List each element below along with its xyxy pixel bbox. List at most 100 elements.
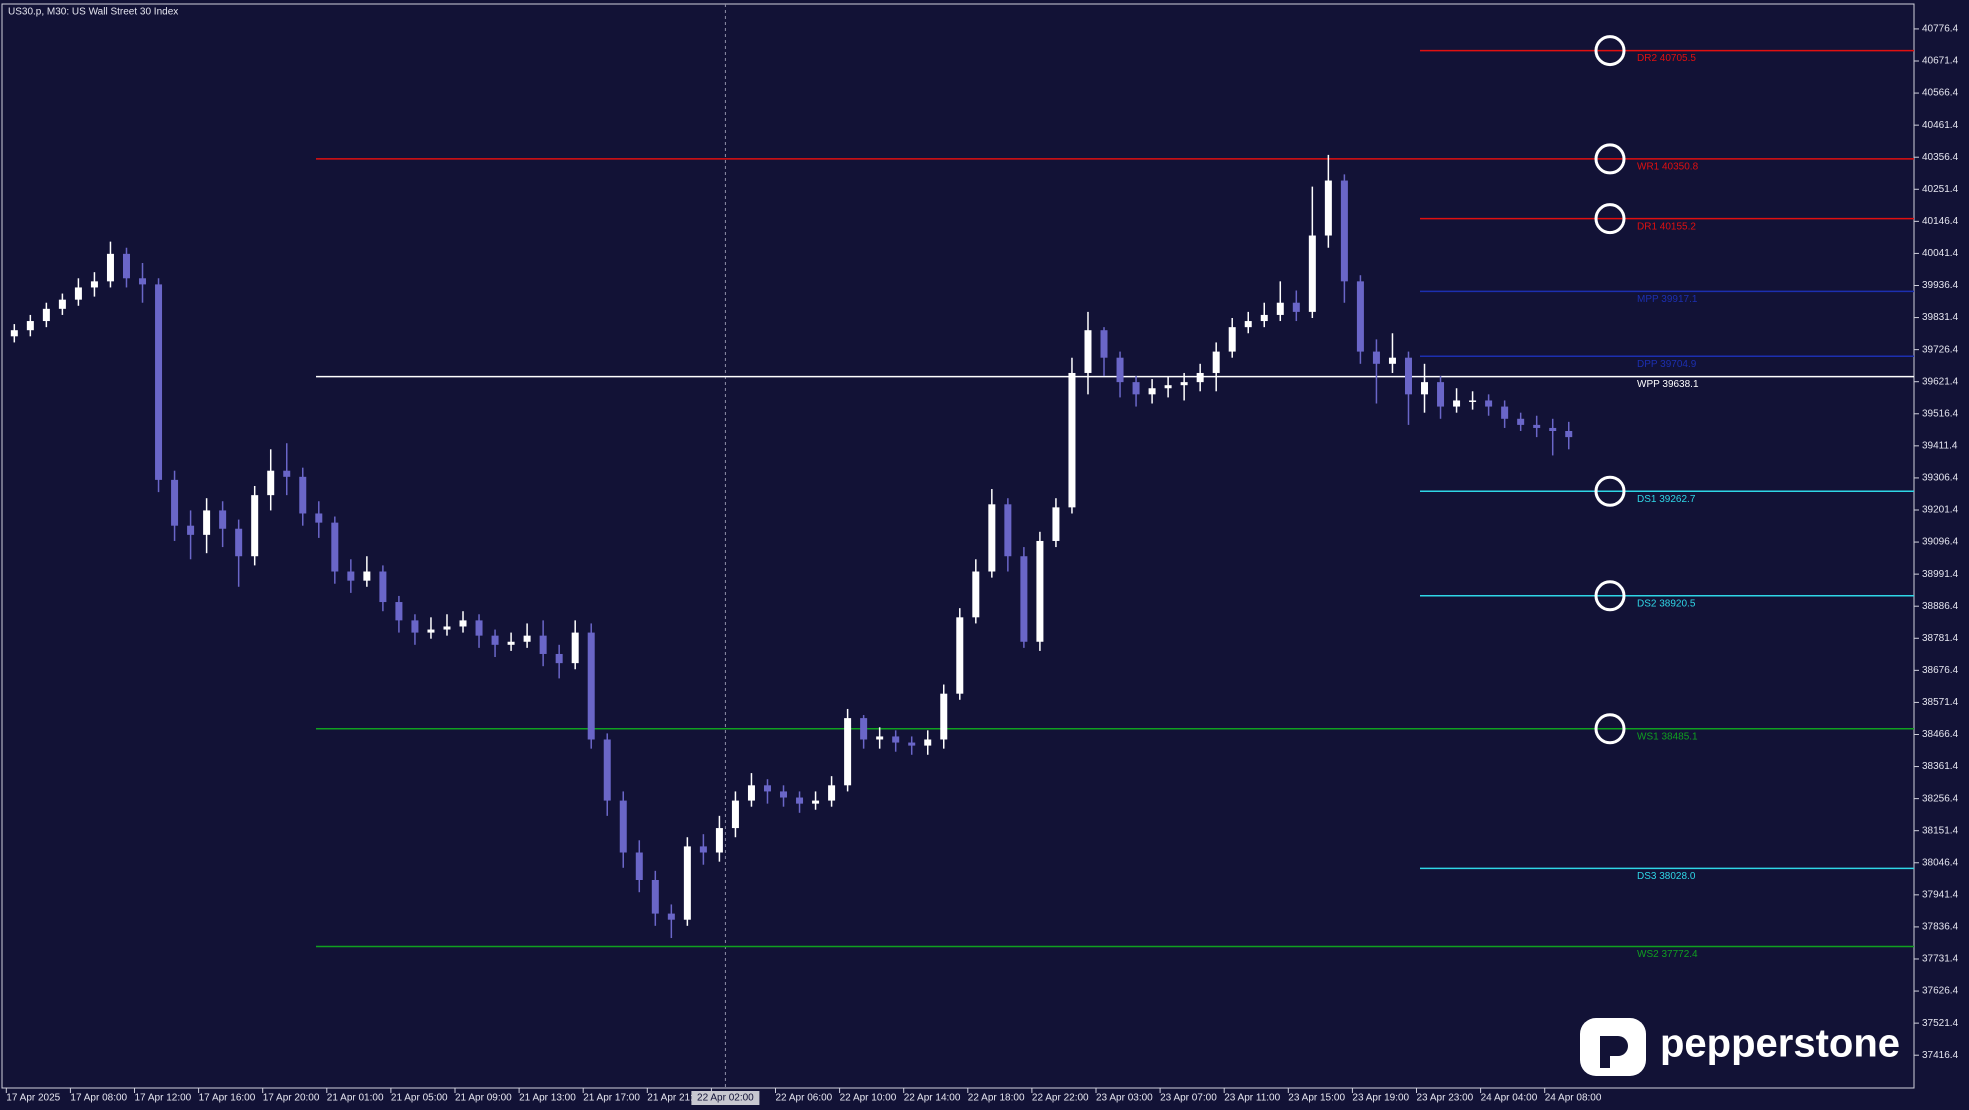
- candle-body: [731, 800, 739, 829]
- x-tick-label: 24 Apr 08:00: [1545, 1093, 1602, 1104]
- y-tick-label: 38991.4: [1922, 569, 1959, 580]
- level-marker: [1594, 713, 1626, 745]
- candle-body: [267, 470, 275, 496]
- candle-body: [155, 284, 163, 480]
- candle-body: [1260, 314, 1268, 322]
- logo-text: pepperstone: [1660, 1022, 1900, 1066]
- candle-body: [1356, 281, 1364, 352]
- x-tick-label: 22 Apr 18:00: [968, 1093, 1025, 1104]
- x-tick-label: 21 Apr 17:00: [583, 1093, 640, 1104]
- candle-body: [635, 852, 643, 880]
- y-tick-label: 40461.4: [1922, 120, 1959, 131]
- x-tick-label: 21 Apr 21:00: [647, 1093, 704, 1104]
- candle-body: [699, 846, 707, 853]
- x-tick-label: 17 Apr 08:00: [70, 1093, 127, 1104]
- candle-body: [539, 635, 547, 654]
- candle-body: [956, 617, 964, 694]
- candle-body: [1164, 385, 1172, 389]
- candle-body: [1116, 357, 1124, 383]
- candle-body: [972, 571, 980, 618]
- candle-body: [1308, 235, 1316, 312]
- x-tick-label: 22 Apr 22:00: [1032, 1093, 1089, 1104]
- candle-body: [924, 739, 932, 746]
- candle-body: [443, 626, 451, 630]
- candle-body: [219, 510, 227, 529]
- y-tick-label: 40356.4: [1922, 152, 1959, 163]
- y-tick-label: 37626.4: [1922, 986, 1959, 997]
- level-label: DS3 38028.0: [1637, 871, 1696, 882]
- candle-body: [1148, 388, 1156, 395]
- candle-body: [475, 620, 483, 636]
- candle-body: [235, 528, 243, 557]
- candle-body: [1517, 418, 1525, 425]
- level-label: WS2 37772.4: [1637, 949, 1698, 960]
- candle-body: [299, 476, 307, 514]
- candle-body: [10, 330, 18, 337]
- y-tick-label: 37941.4: [1922, 889, 1959, 900]
- x-tick-label: 23 Apr 11:00: [1224, 1093, 1280, 1104]
- y-tick-label: 39306.4: [1922, 473, 1959, 484]
- logo-icon-p: [1600, 1036, 1628, 1068]
- candle-body: [1036, 540, 1044, 642]
- x-tick-label: 21 Apr 01:00: [327, 1093, 384, 1104]
- candle-body: [651, 879, 659, 914]
- level-label: WPP 39638.1: [1637, 379, 1699, 390]
- level-label: WS1 38485.1: [1637, 731, 1698, 742]
- candle-body: [26, 321, 34, 331]
- x-tick-label: 23 Apr 15:00: [1288, 1093, 1345, 1104]
- plot-frame: [1, 3, 1915, 1089]
- candle-body: [1437, 382, 1445, 407]
- y-tick-label: 39516.4: [1922, 408, 1959, 419]
- y-tick-label: 37731.4: [1922, 954, 1959, 965]
- x-tick-label: 23 Apr 07:00: [1160, 1093, 1217, 1104]
- candle-body: [780, 791, 788, 798]
- candle-body: [1196, 372, 1204, 383]
- level-label: DS2 38920.5: [1637, 598, 1696, 609]
- candle-body: [1388, 357, 1396, 364]
- candle-body: [587, 632, 595, 740]
- candle-body: [555, 653, 563, 664]
- candle-body: [187, 525, 195, 535]
- candle-body: [1340, 180, 1348, 282]
- y-tick-label: 40776.4: [1922, 24, 1959, 35]
- crosshair-label: 22 Apr 02:00: [697, 1093, 754, 1104]
- candle-body: [74, 287, 82, 300]
- candle-body: [1276, 302, 1284, 315]
- candle-body: [139, 278, 147, 285]
- candle-body: [619, 800, 627, 853]
- candle-body: [42, 308, 50, 322]
- x-tick-label: 22 Apr 10:00: [840, 1093, 897, 1104]
- candle-body: [1068, 372, 1076, 508]
- candle-body: [395, 602, 403, 621]
- level-label: DR2 40705.5: [1637, 53, 1696, 64]
- candle-body: [1180, 382, 1188, 386]
- y-tick-label: 39936.4: [1922, 280, 1959, 291]
- level-marker: [1594, 143, 1626, 175]
- candle-body: [683, 846, 691, 920]
- candle-body: [1052, 507, 1060, 541]
- candle-body: [1020, 556, 1028, 642]
- y-tick-label: 38781.4: [1922, 633, 1959, 644]
- y-tick-label: 38886.4: [1922, 601, 1959, 612]
- candle-body: [283, 470, 291, 477]
- candle-body: [844, 718, 852, 786]
- y-tick-label: 39201.4: [1922, 505, 1959, 516]
- candle-body: [908, 742, 916, 746]
- level-marker: [1594, 580, 1626, 612]
- y-tick-label: 39831.4: [1922, 312, 1959, 323]
- level-marker: [1594, 475, 1626, 507]
- x-tick-label: 17 Apr 12:00: [135, 1093, 192, 1104]
- candle-body: [1453, 400, 1461, 407]
- x-tick-label: 23 Apr 23:00: [1417, 1093, 1474, 1104]
- y-tick-label: 38676.4: [1922, 665, 1959, 676]
- y-tick-label: 40146.4: [1922, 216, 1959, 227]
- y-tick-label: 40041.4: [1922, 248, 1959, 259]
- y-tick-label: 38256.4: [1922, 793, 1959, 804]
- y-tick-label: 40251.4: [1922, 184, 1959, 195]
- candle-body: [1244, 321, 1252, 328]
- y-tick-label: 38466.4: [1922, 729, 1959, 740]
- y-tick-label: 39411.4: [1922, 440, 1958, 451]
- candle-body: [876, 736, 884, 740]
